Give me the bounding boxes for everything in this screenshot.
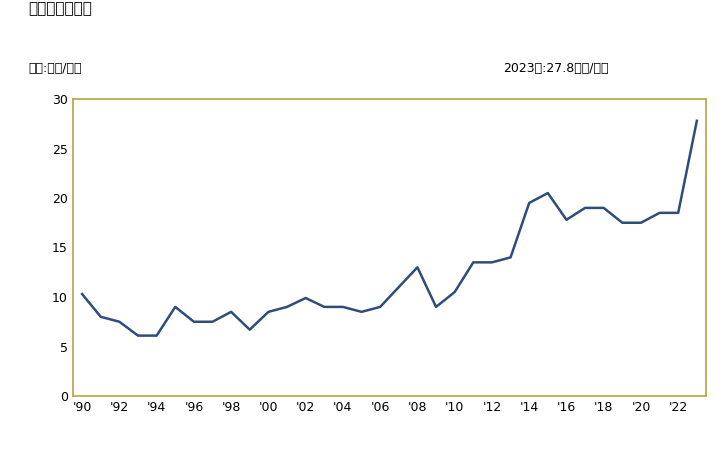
Text: 2023年:27.8万円/トン: 2023年:27.8万円/トン <box>504 62 609 75</box>
Text: 単位:万円/トン: 単位:万円/トン <box>28 62 82 75</box>
Text: 輸入価格の推移: 輸入価格の推移 <box>28 1 92 16</box>
